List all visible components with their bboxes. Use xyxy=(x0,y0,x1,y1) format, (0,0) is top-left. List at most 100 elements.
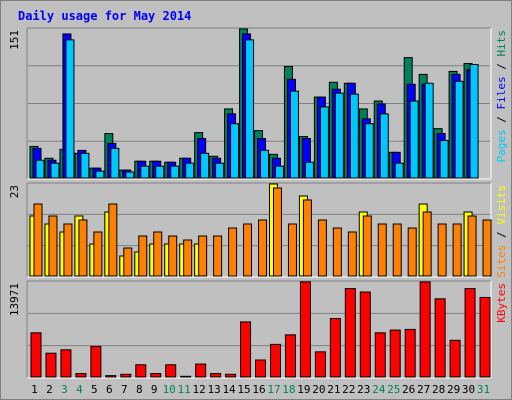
bar-kbytes-16 xyxy=(255,359,267,378)
legend-kbytes: KBytes xyxy=(495,283,508,323)
bar-kbytes-5 xyxy=(90,345,102,378)
bar-kbytes-22 xyxy=(344,288,356,378)
legend-entry-hits-files-pages-0: Pages xyxy=(495,129,508,162)
bar-kbytes-23 xyxy=(359,291,371,378)
bar-pages-28 xyxy=(439,140,449,179)
bar-pages-6 xyxy=(110,147,120,179)
day-label-26: 26 xyxy=(402,383,415,396)
bar-sites-30 xyxy=(467,215,477,277)
bar-kbytes-2 xyxy=(45,352,57,378)
bar-pages-21 xyxy=(334,92,344,179)
bar-sites-7 xyxy=(123,247,133,277)
bar-sites-29 xyxy=(452,223,462,277)
day-label-12: 12 xyxy=(193,383,206,396)
bar-kbytes-20 xyxy=(314,351,326,378)
max-label-hits-files-pages: 151 xyxy=(8,30,21,50)
bar-kbytes-26 xyxy=(404,328,416,378)
bar-kbytes-17 xyxy=(269,343,281,378)
bar-sites-31 xyxy=(482,219,492,277)
day-label-28: 28 xyxy=(432,383,445,396)
max-label-kbytes: 13971 xyxy=(8,283,21,316)
day-label-4: 4 xyxy=(76,383,83,396)
bar-kbytes-30 xyxy=(464,288,476,378)
bar-sites-2 xyxy=(48,215,58,277)
bar-pages-24 xyxy=(379,113,389,179)
day-label-30: 30 xyxy=(462,383,475,396)
bar-pages-20 xyxy=(319,106,329,179)
bar-pages-5 xyxy=(95,170,105,179)
bar-sites-14 xyxy=(228,227,238,277)
bar-sites-28 xyxy=(437,223,447,277)
bar-sites-26 xyxy=(407,227,417,277)
bar-pages-23 xyxy=(364,123,374,179)
day-label-13: 13 xyxy=(207,383,220,396)
max-label-sites-visits: 23 xyxy=(8,185,21,198)
bar-pages-4 xyxy=(80,152,90,179)
day-label-2: 2 xyxy=(46,383,53,396)
bar-pages-7 xyxy=(125,171,135,179)
bar-pages-9 xyxy=(155,165,165,179)
bar-kbytes-27 xyxy=(419,281,431,378)
day-label-1: 1 xyxy=(31,383,38,396)
bar-kbytes-29 xyxy=(449,339,461,378)
bar-pages-19 xyxy=(304,161,314,179)
bar-pages-18 xyxy=(289,90,299,179)
bar-kbytes-3 xyxy=(60,349,72,378)
legend-hits-files-pages: Pages / Files / Hits xyxy=(495,30,508,163)
bar-kbytes-13 xyxy=(210,373,222,378)
bar-kbytes-14 xyxy=(225,373,237,378)
legend-entry-sites-visits-2: Visits xyxy=(495,185,508,225)
bar-sites-16 xyxy=(258,219,268,277)
day-label-22: 22 xyxy=(342,383,355,396)
bar-kbytes-8 xyxy=(135,364,147,378)
chart-title: Daily usage for May 2014 xyxy=(18,9,192,23)
legend-entry-sites-visits-1: / xyxy=(495,225,508,245)
legend-entry-hits-files-pages-2: Files xyxy=(495,76,508,109)
bar-sites-27 xyxy=(422,211,432,277)
day-label-16: 16 xyxy=(252,383,265,396)
bar-sites-8 xyxy=(138,235,148,277)
day-label-7: 7 xyxy=(121,383,128,396)
bar-kbytes-10 xyxy=(165,364,177,378)
day-label-9: 9 xyxy=(151,383,158,396)
bar-sites-13 xyxy=(213,235,223,277)
bar-pages-8 xyxy=(140,165,150,179)
bar-pages-29 xyxy=(454,80,464,179)
bar-pages-3 xyxy=(65,39,75,179)
day-label-19: 19 xyxy=(297,383,310,396)
bar-kbytes-18 xyxy=(284,334,296,378)
day-label-8: 8 xyxy=(136,383,143,396)
bar-pages-30 xyxy=(469,64,479,179)
bar-pages-11 xyxy=(185,162,195,179)
bar-kbytes-24 xyxy=(374,332,386,378)
bar-pages-13 xyxy=(215,162,225,179)
day-label-31: 31 xyxy=(477,383,490,396)
bar-sites-18 xyxy=(287,223,297,277)
day-label-29: 29 xyxy=(447,383,460,396)
bar-sites-17 xyxy=(272,187,282,277)
bar-kbytes-15 xyxy=(240,321,252,378)
bar-kbytes-4 xyxy=(75,373,87,378)
day-label-5: 5 xyxy=(91,383,98,396)
bar-kbytes-1 xyxy=(30,332,42,378)
bar-sites-23 xyxy=(362,215,372,277)
bar-pages-25 xyxy=(394,162,404,179)
bar-sites-22 xyxy=(347,231,357,277)
bar-pages-15 xyxy=(245,39,255,179)
day-label-3: 3 xyxy=(61,383,68,396)
bar-pages-2 xyxy=(50,162,60,179)
bar-pages-27 xyxy=(424,82,434,179)
bar-pages-26 xyxy=(409,100,419,179)
bar-sites-5 xyxy=(93,231,103,277)
bar-sites-10 xyxy=(168,235,178,277)
legend-sites-visits: Sites / Visits xyxy=(495,185,508,278)
bar-kbytes-25 xyxy=(389,329,401,378)
day-label-17: 17 xyxy=(267,383,280,396)
legend-entry-hits-files-pages-1: / xyxy=(495,110,508,130)
day-label-24: 24 xyxy=(372,383,386,396)
bar-sites-19 xyxy=(302,199,312,277)
day-label-14: 14 xyxy=(222,383,236,396)
bar-pages-10 xyxy=(170,165,180,179)
bar-sites-3 xyxy=(63,223,73,277)
